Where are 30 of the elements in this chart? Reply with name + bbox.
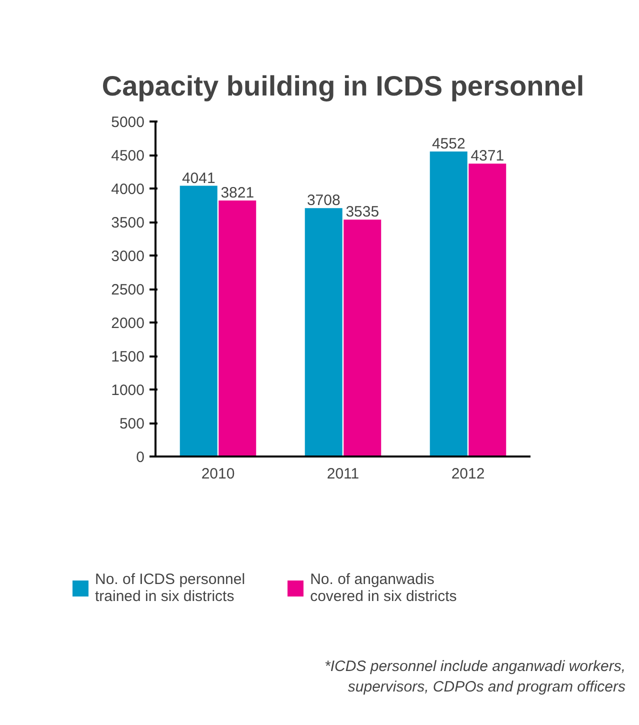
y-tick-label: 2500 [111,282,145,298]
bar [430,152,468,456]
bar [468,164,506,456]
legend-label: No. of anganwadis covered in six districts [310,571,457,605]
y-tick-label: 3000 [111,248,145,265]
chart-title: Capacity building in ICDS personnel [102,70,584,102]
y-tick-label: 4500 [111,148,145,164]
bar [344,220,382,456]
data-label: 3821 [220,184,254,202]
y-tick-label: 2000 [111,315,145,332]
y-tick-label: 3500 [111,214,145,232]
y-tick-label: 500 [119,416,145,432]
data-label: 4041 [182,170,216,187]
data-label: 4552 [432,136,466,153]
y-tick-label: 5000 [111,114,145,131]
text: *ICDS personnel include anganwadi workers, supervisors, CDPOs and program officers [324,658,626,696]
x-tick-label: 2012 [451,466,485,482]
bar [304,208,342,456]
data-label: 4371 [470,148,504,165]
y-tick-label: 1000 [111,382,145,399]
bar [218,200,256,456]
y-tick-label: 1500 [111,348,145,366]
bar [180,186,218,456]
data-label: 3535 [346,204,380,221]
data-label: 3708 [306,192,340,210]
y-tick-label: 4000 [111,181,145,198]
y-tick-label: 0 [136,449,144,466]
x-tick-label: 2011 [326,466,360,482]
legend-label: No. of ICDS personnel trained in six districts [95,571,246,605]
x-tick-label: 2010 [201,466,235,482]
